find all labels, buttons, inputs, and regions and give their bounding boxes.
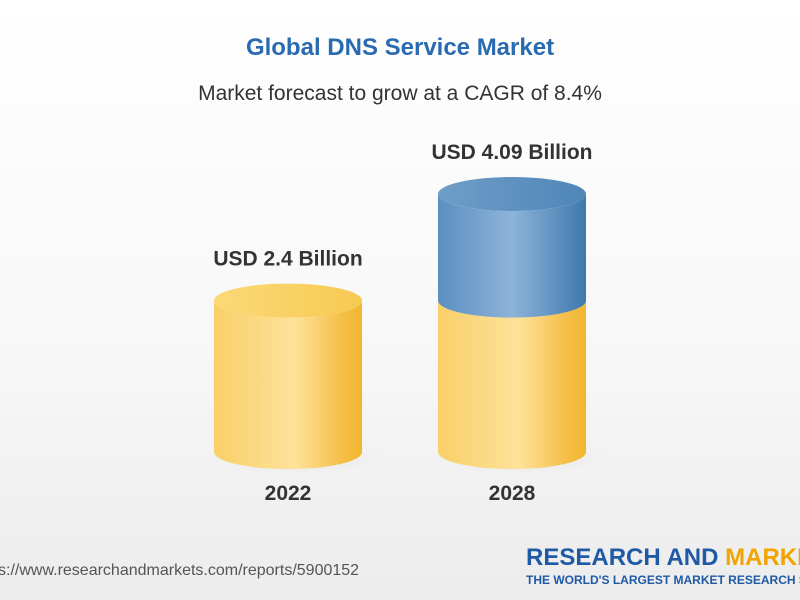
- brand-name: RESEARCH AND MARKET: [526, 544, 800, 572]
- data-label-2028: USD 4.09 Billion: [431, 141, 592, 164]
- bar-2028-growth-segment: [438, 194, 586, 318]
- chart-canvas: USD 2.4 Billion USD 4.09 Billion 2022 20…: [206, 141, 614, 505]
- chart-subtitle: Market forecast to grow at a CAGR of 8.4…: [198, 82, 602, 105]
- bar-2022: [206, 283, 390, 477]
- brand-name-part1: RESEARCH AND: [526, 544, 726, 571]
- data-label-2022: USD 2.4 Billion: [213, 248, 362, 271]
- bar-2028: [430, 177, 614, 477]
- brand-name-part2: MARKET: [725, 544, 800, 571]
- bar-2028-top: [438, 177, 586, 211]
- bar-2022-top: [214, 283, 362, 318]
- x-tick-2022: 2022: [265, 482, 312, 505]
- bar-2022-body: [214, 300, 362, 469]
- x-tick-2028: 2028: [489, 482, 536, 505]
- bar-2028-base-segment: [438, 300, 586, 469]
- chart-title: Global DNS Service Market: [245, 34, 555, 61]
- brand-tagline: THE WORLD'S LARGEST MARKET RESEARCH ST: [526, 573, 800, 587]
- source-url[interactable]: s://www.researchandmarkets.com/reports/5…: [0, 562, 360, 579]
- brand-logo: RESEARCH AND MARKET THE WORLD'S LARGEST …: [526, 544, 800, 588]
